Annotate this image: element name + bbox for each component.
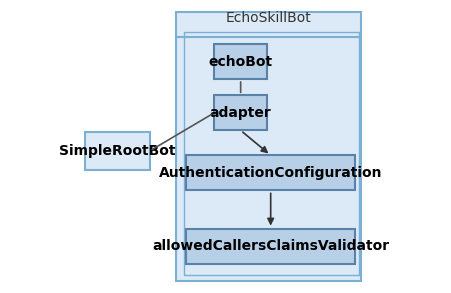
- FancyBboxPatch shape: [186, 229, 354, 264]
- FancyBboxPatch shape: [214, 44, 267, 79]
- FancyBboxPatch shape: [214, 95, 267, 130]
- Text: echoBot: echoBot: [208, 54, 272, 69]
- Text: EchoSkillBot: EchoSkillBot: [225, 11, 311, 25]
- FancyBboxPatch shape: [186, 155, 354, 190]
- Text: adapter: adapter: [209, 106, 271, 120]
- FancyBboxPatch shape: [85, 132, 149, 170]
- FancyBboxPatch shape: [176, 12, 360, 281]
- Text: SimpleRootBot: SimpleRootBot: [59, 144, 175, 158]
- Text: AuthenticationConfiguration: AuthenticationConfiguration: [159, 166, 382, 180]
- Text: allowedCallersClaimsValidator: allowedCallersClaimsValidator: [152, 239, 388, 253]
